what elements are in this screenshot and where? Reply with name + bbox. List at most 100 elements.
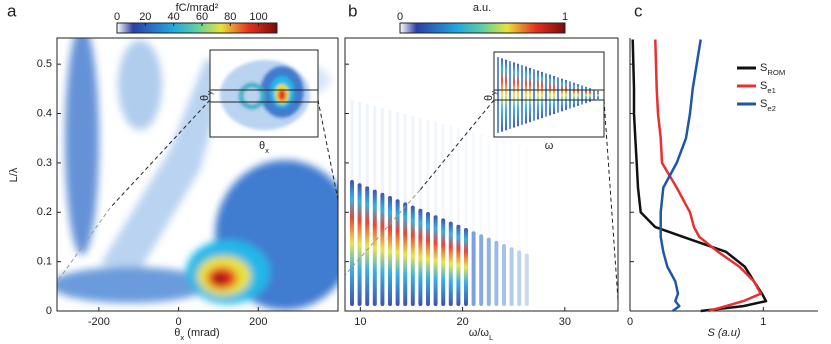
panel-label: a [7, 1, 17, 20]
stripe [561, 78, 563, 112]
stripe [573, 82, 575, 108]
stripe [357, 183, 362, 306]
stripe [494, 240, 499, 306]
stripe [464, 130, 468, 228]
x-tick-label: 0 [627, 316, 633, 328]
heatmap-a [57, 38, 338, 310]
stripe [509, 247, 514, 306]
stripe [350, 180, 354, 306]
stripe [456, 224, 461, 306]
stripe [589, 88, 591, 102]
stripe [597, 90, 599, 100]
stripe [577, 84, 579, 106]
zoom-line [317, 99, 339, 201]
stripe [501, 58, 503, 132]
stripe [569, 81, 571, 109]
stripe [350, 100, 354, 180]
y-tick-label: 0.4 [37, 107, 52, 119]
stripe [380, 192, 385, 306]
profile-line [631, 39, 768, 313]
stripe [358, 102, 362, 184]
profile-line [659, 39, 702, 313]
stripe [472, 132, 476, 232]
y-tick-label: 0 [46, 305, 52, 317]
stripe [395, 199, 400, 306]
colorbar-tick-label: 20 [139, 11, 151, 23]
stripe [509, 61, 511, 129]
stripe [521, 65, 523, 125]
stripe [486, 237, 491, 306]
stripe [441, 218, 446, 306]
stripe [471, 231, 476, 306]
stripe [513, 62, 515, 128]
stripe [426, 120, 430, 212]
stripe [529, 67, 531, 123]
stripe [365, 104, 369, 187]
stripe [517, 63, 519, 127]
stripe [533, 69, 535, 121]
y-tick-label: 0.1 [37, 256, 52, 268]
heatmap-b [350, 100, 529, 306]
inset-x-label: ω [545, 140, 554, 152]
x-tick-label: 0 [176, 316, 182, 328]
colorbar-tick-label: 0 [114, 11, 120, 23]
stripe [510, 142, 514, 248]
zoom-line [56, 207, 111, 283]
colorbar-tick-label: 1 [562, 11, 568, 23]
colorbar-tick-label: 40 [168, 11, 180, 23]
x-axis-label: ω/ωL [469, 327, 494, 342]
colorbar-tick-label: 0 [397, 11, 403, 23]
inset-slice [209, 89, 319, 103]
stripe [502, 140, 506, 244]
colorbar-tick-label: 100 [249, 11, 267, 23]
stripe [541, 71, 543, 119]
stripe [537, 70, 539, 120]
inset-y-label: θy [199, 91, 214, 101]
stripe [565, 80, 567, 110]
plot-frame [56, 37, 339, 312]
stripe [479, 134, 483, 235]
x-axis-label: S (a.u) [707, 327, 740, 339]
stripe [434, 122, 438, 216]
stripe [525, 146, 529, 254]
stripe [411, 116, 415, 206]
panel-label: c [634, 1, 643, 20]
stripe [487, 136, 491, 238]
stripe [403, 114, 407, 203]
stripe [418, 208, 423, 306]
legend-label: Se2 [760, 98, 776, 113]
x-tick-label: 10 [354, 316, 366, 328]
stripe [557, 77, 559, 113]
stripe [388, 110, 392, 196]
stripe [388, 196, 392, 306]
stripe [433, 215, 438, 306]
zoom-line [344, 189, 421, 276]
x-tick-label: 200 [249, 316, 267, 328]
stripe [380, 108, 384, 193]
y-tick-label: 0.3 [37, 157, 52, 169]
stripe [505, 59, 507, 131]
x-tick-label: 30 [559, 316, 571, 328]
colorbar [116, 22, 278, 34]
stripe [494, 138, 498, 241]
stripe [441, 124, 445, 219]
stripe [553, 76, 555, 114]
y-tick-label: 0.5 [37, 58, 52, 70]
stripe [456, 128, 460, 225]
x-axis-label: θx (mrad) [174, 327, 219, 342]
y-axis-label: L/λ [8, 167, 20, 182]
stripe [517, 250, 522, 306]
x-tick-label: 20 [456, 316, 468, 328]
x-tick-label: 1 [760, 316, 766, 328]
stripe [396, 112, 400, 200]
stripe [524, 253, 529, 306]
plot-frame [344, 37, 619, 312]
x-tick-label: -200 [88, 316, 110, 328]
inset-y-label: θy [483, 91, 498, 101]
inset-b-image [497, 57, 599, 133]
stripe [585, 86, 587, 104]
stripe [426, 212, 430, 306]
stripe [372, 189, 377, 306]
stripe [373, 106, 377, 190]
zoom-line [419, 99, 495, 191]
